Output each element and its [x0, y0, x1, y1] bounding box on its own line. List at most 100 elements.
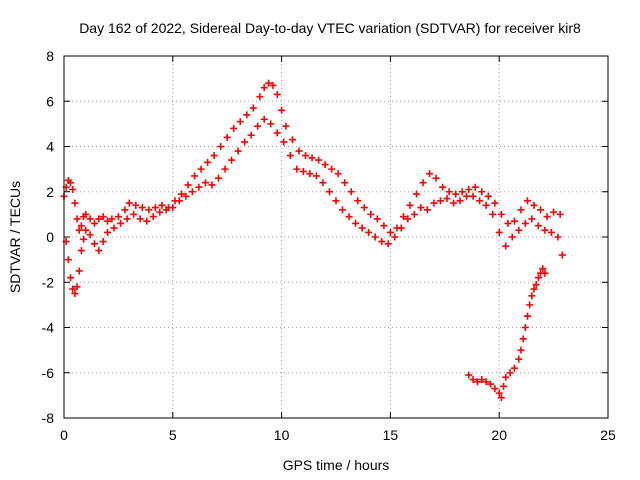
data-point — [523, 197, 531, 205]
data-point — [221, 165, 229, 173]
data-point — [67, 179, 75, 187]
data-point — [73, 215, 81, 223]
data-point — [234, 147, 242, 155]
data-point — [456, 197, 464, 205]
data-point — [380, 222, 388, 230]
plot-frame — [63, 55, 609, 419]
data-point — [519, 335, 527, 343]
data-point — [352, 219, 360, 227]
data-point — [543, 213, 551, 221]
data-point — [541, 226, 549, 234]
data-point — [534, 222, 542, 230]
data-point — [315, 156, 323, 164]
data-point — [188, 188, 196, 196]
data-point — [471, 183, 479, 191]
data-point — [67, 274, 75, 282]
data-point — [75, 267, 83, 275]
data-point — [230, 124, 238, 132]
data-point — [256, 93, 264, 101]
data-point — [413, 190, 421, 198]
data-point — [123, 215, 131, 223]
data-point — [502, 242, 510, 250]
data-point — [541, 269, 549, 277]
data-point — [99, 213, 107, 221]
data-point — [491, 385, 499, 393]
data-point — [132, 201, 140, 209]
y-tick-label: -2 — [42, 274, 55, 290]
data-point — [184, 181, 192, 189]
data-point — [495, 389, 503, 397]
chart-title: Day 162 of 2022, Sidereal Day-to-day VTE… — [79, 20, 581, 36]
y-tick-label: -8 — [42, 410, 55, 426]
data-point — [465, 185, 473, 193]
data-point — [373, 215, 381, 223]
data-point — [138, 204, 146, 212]
data-point — [69, 185, 77, 193]
y-axis-label: SDTVAR / TECUs — [7, 181, 23, 293]
data-point — [341, 179, 349, 187]
data-point — [365, 228, 373, 236]
data-point — [260, 115, 268, 123]
data-point — [550, 208, 558, 216]
data-point — [345, 213, 353, 221]
data-point — [95, 247, 103, 255]
data-point — [530, 285, 538, 293]
data-point — [236, 118, 244, 126]
data-point — [293, 165, 301, 173]
data-point — [367, 210, 375, 218]
data-point — [143, 217, 151, 225]
data-point — [312, 172, 320, 180]
data-point — [450, 199, 458, 207]
data-point — [510, 217, 518, 225]
data-point — [302, 152, 310, 160]
data-point — [473, 378, 481, 386]
data-point — [556, 210, 564, 218]
data-point — [210, 152, 218, 160]
axis-ticks: 0 5 10 15 20 25 -8 -6 -4 -2 0 2 4 6 8 — [42, 48, 616, 443]
data-point — [432, 174, 440, 182]
data-point — [71, 199, 79, 207]
data-point — [517, 346, 525, 354]
data-point — [445, 188, 453, 196]
data-point — [158, 201, 166, 209]
data-point — [273, 90, 281, 98]
data-point — [547, 228, 555, 236]
data-point — [391, 233, 399, 241]
series-track-c — [465, 265, 549, 402]
data-point — [436, 197, 444, 205]
data-point — [223, 133, 231, 141]
data-point — [278, 106, 286, 114]
data-point — [121, 206, 129, 214]
data-point — [384, 240, 392, 248]
series-track-b — [62, 115, 566, 298]
data-point — [463, 192, 471, 200]
data-point — [204, 158, 212, 166]
data-point — [491, 199, 499, 207]
data-point — [515, 226, 523, 234]
data-point — [360, 204, 368, 212]
data-point — [386, 228, 394, 236]
data-point — [334, 170, 342, 178]
data-point — [417, 204, 425, 212]
data-point — [528, 292, 536, 300]
data-point — [319, 179, 327, 187]
data-point — [86, 231, 94, 239]
data-point — [325, 188, 333, 196]
data-point — [371, 233, 379, 241]
data-point — [197, 165, 205, 173]
data-point — [452, 190, 460, 198]
data-point — [347, 188, 355, 196]
y-tick-label: 8 — [46, 48, 54, 64]
data-point — [286, 152, 294, 160]
data-point — [378, 238, 386, 246]
data-point — [306, 170, 314, 178]
data-point — [136, 215, 144, 223]
data-point — [77, 222, 85, 230]
data-point — [260, 84, 268, 92]
data-point — [104, 217, 112, 225]
data-point — [108, 215, 116, 223]
data-point — [201, 179, 209, 187]
data-points — [60, 79, 566, 402]
data-point — [69, 285, 77, 293]
data-point — [469, 192, 477, 200]
